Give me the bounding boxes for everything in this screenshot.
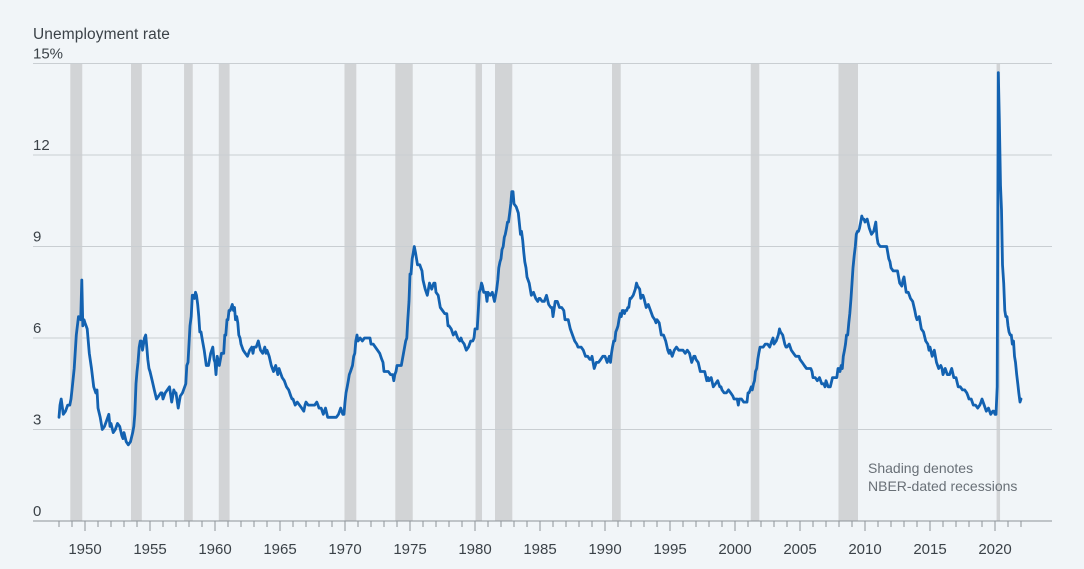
recession-shading-note-line2: NBER-dated recessions [868,478,1018,494]
recession-band [750,64,760,521]
recession-band [612,64,621,521]
recession-band [395,64,413,521]
recession-band [131,64,142,521]
x-axis-tick-label: 1965 [263,541,296,558]
unemployment-rate-series-line [57,71,1023,447]
x-axis-tick-label: 2015 [913,541,946,558]
x-axis-tick-label: 1990 [588,541,621,558]
y-axis-tick-label: 15% [33,46,63,63]
recession-band [495,64,513,521]
x-axis-tick-label: 1950 [68,541,101,558]
x-axis-tick-label: 2005 [783,541,816,558]
y-axis-tick-label: 6 [33,320,41,337]
x-axis-tick-label: 1980 [458,541,491,558]
chart-title: Unemployment rate [33,26,170,43]
recession-band [184,64,193,521]
x-axis-tick-label: 1970 [328,541,361,558]
recession-shading-note: Shading denotes NBER-dated recessions [868,459,1017,495]
x-axis-tick-label: 2020 [978,541,1011,558]
recession-band [70,64,83,521]
y-axis-tick-label: 3 [33,412,41,429]
recession-band [218,64,230,521]
x-axis-tick-label: 1985 [523,541,556,558]
recession-band [838,64,858,521]
recession-band [344,64,357,521]
y-axis-tick-label: 12 [33,137,50,154]
x-axis-tick-label: 1960 [198,541,231,558]
x-axis-tick-label: 1955 [133,541,166,558]
x-axis-tick-label: 1975 [393,541,426,558]
y-axis-tick-label: 9 [33,229,41,246]
y-axis-tick-label: 0 [33,503,41,520]
x-axis-tick-label: 1995 [653,541,686,558]
recession-shading-note-line1: Shading denotes [868,460,974,476]
x-axis-tick-label: 2000 [718,541,751,558]
x-axis-tick-label: 2010 [848,541,881,558]
